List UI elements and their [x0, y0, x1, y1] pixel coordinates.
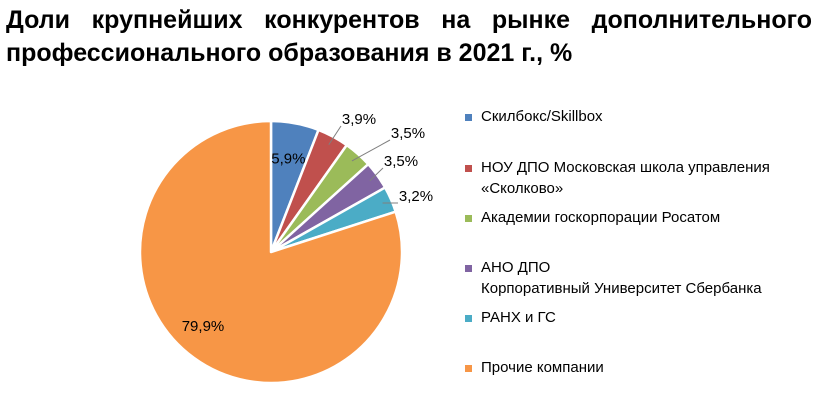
legend-label-line: Прочие компании	[481, 359, 604, 376]
legend-label-line: Скилбокс/Skillbox	[481, 108, 603, 125]
chart-title: Доли крупнейших конкурентов на рынке доп…	[6, 6, 812, 67]
slice-label-sberbank: 3,5%	[384, 153, 418, 170]
legend-swatch	[465, 165, 472, 172]
legend-label-line: РАНХ и ГС	[481, 309, 556, 326]
legend-label-line: Академии госкорпорации Росатом	[481, 209, 721, 226]
pie-slice-others	[138, 119, 404, 385]
legend-label: НОУ ДПО Московская школа управления «Ско…	[481, 157, 821, 199]
legend-label-line: НОУ ДПО Московская школа управления	[481, 159, 770, 176]
slice-labels: 5,9% 3,9% 3,5% 3,5% 3,2% 79,9%	[182, 111, 433, 335]
legend-swatch	[465, 265, 472, 272]
leader-line-rosatom	[351, 139, 391, 162]
legend-label: АНО ДПО Корпоративный Университет Сберба…	[481, 257, 821, 299]
legend-swatch	[465, 114, 472, 121]
legend-label: РАНХ и ГС	[481, 307, 821, 328]
legend-label-line: Корпоративный Университет Сбербанка	[481, 280, 762, 297]
legend-label: Скилбокс/Skillbox	[481, 106, 821, 127]
slice-label-skolkovo: 3,9%	[342, 111, 376, 128]
slice-label-others: 79,9%	[182, 318, 225, 335]
slice-label-skillbox: 5,9%	[271, 150, 305, 167]
legend-label-line: АНО ДПО	[481, 259, 551, 276]
slice-label-ranepa: 3,2%	[399, 188, 433, 205]
legend-swatch	[465, 315, 472, 322]
legend-swatch	[465, 215, 472, 222]
legend-label: Академии госкорпорации Росатом	[481, 207, 821, 228]
pie-slices	[138, 119, 404, 385]
legend-swatch	[465, 365, 472, 372]
leader-lines	[328, 125, 399, 204]
leader-line-sberbank	[369, 167, 384, 182]
legend-label: Прочие компании	[481, 357, 821, 378]
legend-label-line: «Сколково»	[481, 180, 564, 197]
slice-label-rosatom: 3,5%	[391, 125, 425, 142]
leader-line-skolkovo	[328, 125, 342, 145]
